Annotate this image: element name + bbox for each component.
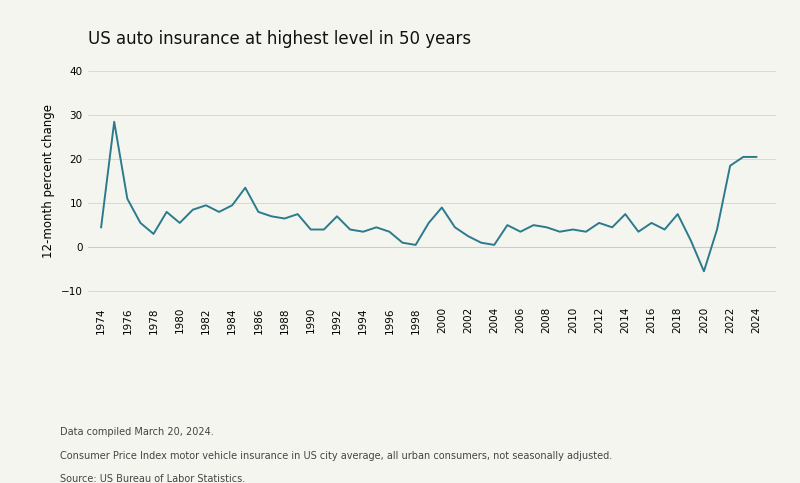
Y-axis label: 12-month percent change: 12-month percent change <box>42 104 55 258</box>
Text: US auto insurance at highest level in 50 years: US auto insurance at highest level in 50… <box>88 30 471 48</box>
Text: Consumer Price Index motor vehicle insurance in US city average, all urban consu: Consumer Price Index motor vehicle insur… <box>60 451 612 461</box>
Text: Source: US Bureau of Labor Statistics.: Source: US Bureau of Labor Statistics. <box>60 474 246 483</box>
Text: Data compiled March 20, 2024.: Data compiled March 20, 2024. <box>60 427 214 438</box>
